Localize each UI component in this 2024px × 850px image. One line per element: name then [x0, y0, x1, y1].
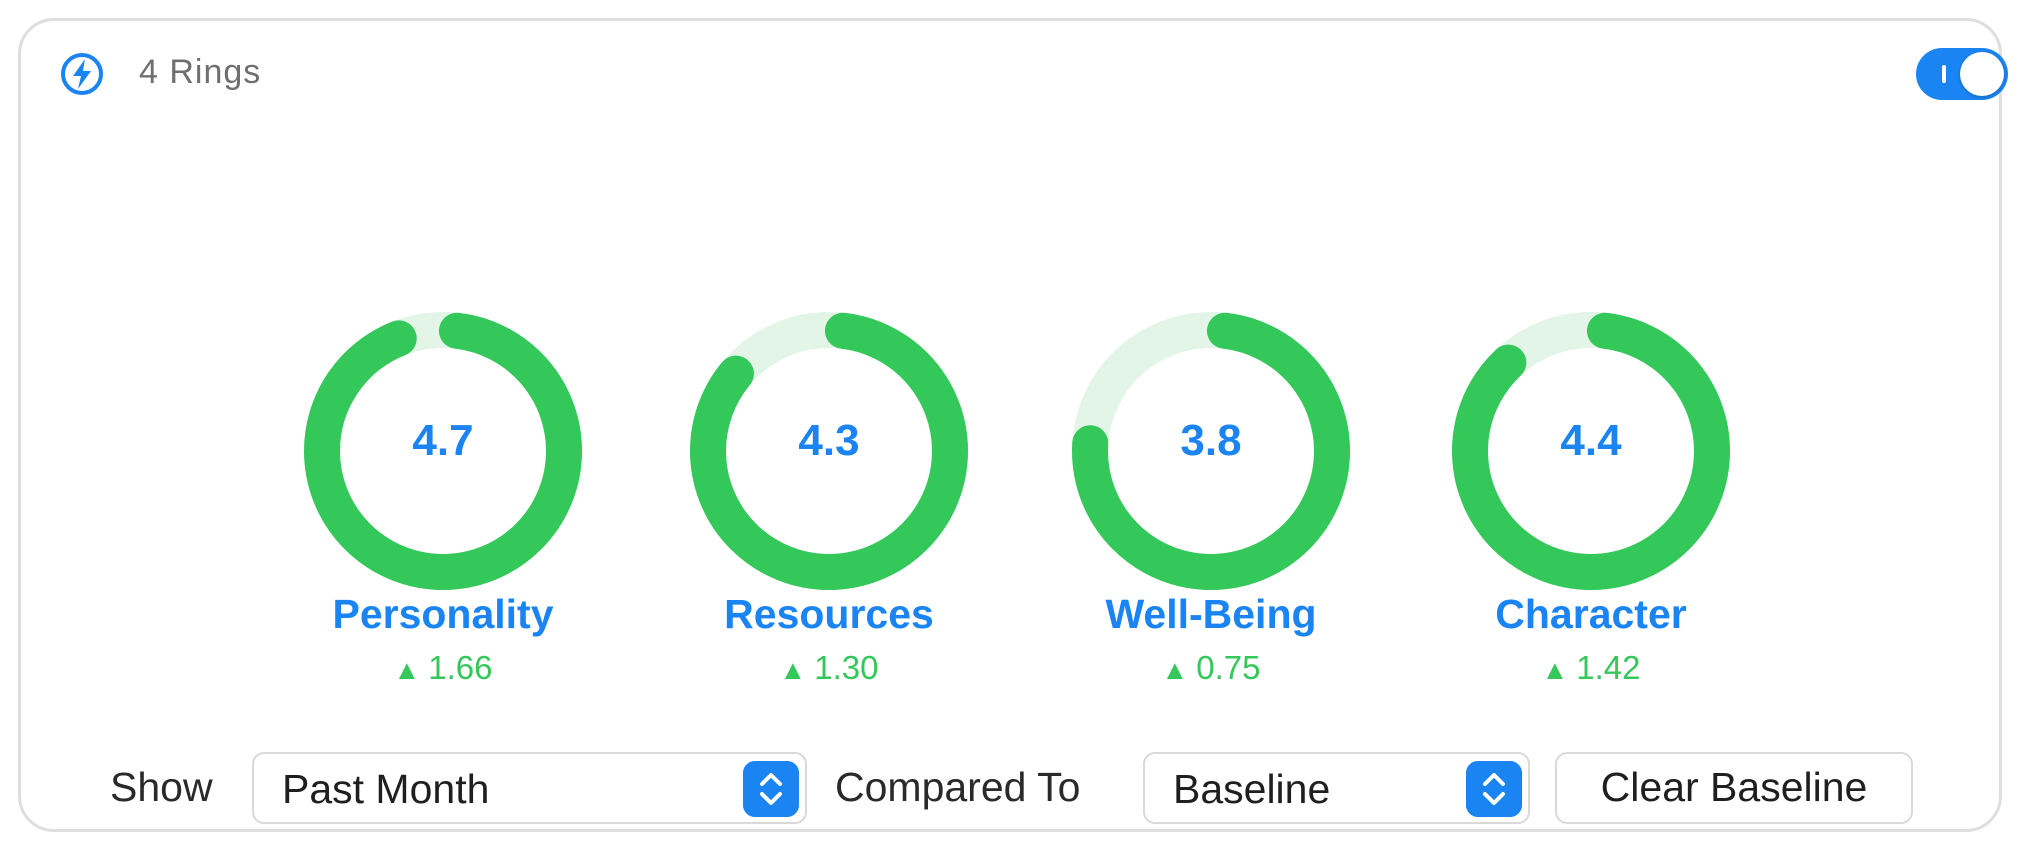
- up-triangle-icon: ▲: [1541, 655, 1569, 685]
- toggle-on-indicator: [1942, 65, 1946, 83]
- ring-change: ▲ 1.30: [669, 649, 989, 687]
- ring-progress-arc: [1072, 312, 1350, 590]
- ring-label: Personality: [332, 591, 554, 637]
- lightning-bolt-icon: [61, 53, 103, 95]
- ring-change-value: 0.75: [1196, 649, 1261, 686]
- up-triangle-icon: ▲: [1161, 655, 1189, 685]
- ring-score: 3.8: [1180, 416, 1242, 465]
- up-triangle-icon: ▲: [779, 655, 807, 685]
- ring-card-well-being: 3.8 Well-Being ▲ 0.75: [1051, 291, 1371, 711]
- widget-title: 4 Rings: [139, 53, 262, 91]
- ring-progress-arc: [304, 312, 582, 590]
- ring-label: Well-Being: [1105, 591, 1317, 637]
- ring-card-personality: 4.7 Personality ▲ 1.66: [283, 291, 603, 711]
- ring-card-character: 4.4 Character ▲ 1.42: [1431, 291, 1751, 711]
- toggle-knob: [1960, 52, 2004, 96]
- ring-chart-character: [1452, 312, 1730, 590]
- ring-change: ▲ 1.66: [283, 649, 603, 687]
- ring-label: Character: [1495, 591, 1687, 637]
- comparison-select-value: Baseline: [1173, 766, 1331, 812]
- ring-chart-personality: [304, 312, 582, 590]
- ring-label: Resources: [724, 591, 934, 637]
- up-triangle-icon: ▲: [393, 655, 421, 685]
- show-label: Show: [110, 764, 213, 810]
- clear-baseline-button[interactable]: Clear Baseline: [1555, 752, 1913, 824]
- chevron-updown-icon: [1466, 761, 1522, 817]
- period-select-value: Past Month: [282, 766, 490, 812]
- chevron-updown-icon: [743, 761, 799, 817]
- ring-change-value: 1.30: [814, 649, 879, 686]
- comparison-select[interactable]: Baseline: [1143, 752, 1530, 824]
- ring-progress-arc: [1452, 312, 1730, 590]
- compared-to-label: Compared To: [835, 764, 1081, 810]
- ring-score: 4.3: [798, 416, 860, 465]
- ring-change: ▲ 1.42: [1431, 649, 1751, 687]
- ring-chart-resources: [690, 312, 968, 590]
- rings-widget: 4 Rings 4.7 Personality ▲ 1.66 4.3 Resour…: [18, 18, 2008, 832]
- ring-change: ▲ 0.75: [1051, 649, 1371, 687]
- ring-score: 4.7: [412, 416, 474, 465]
- ring-change-value: 1.66: [428, 649, 493, 686]
- ring-card-resources: 4.3 Resources ▲ 1.30: [669, 291, 989, 711]
- ring-chart-well-being: [1072, 312, 1350, 590]
- ring-score: 4.4: [1560, 416, 1622, 465]
- ring-change-value: 1.42: [1576, 649, 1641, 686]
- ring-progress-arc: [690, 312, 968, 590]
- period-select[interactable]: Past Month: [252, 752, 807, 824]
- enable-toggle[interactable]: [1916, 48, 2008, 100]
